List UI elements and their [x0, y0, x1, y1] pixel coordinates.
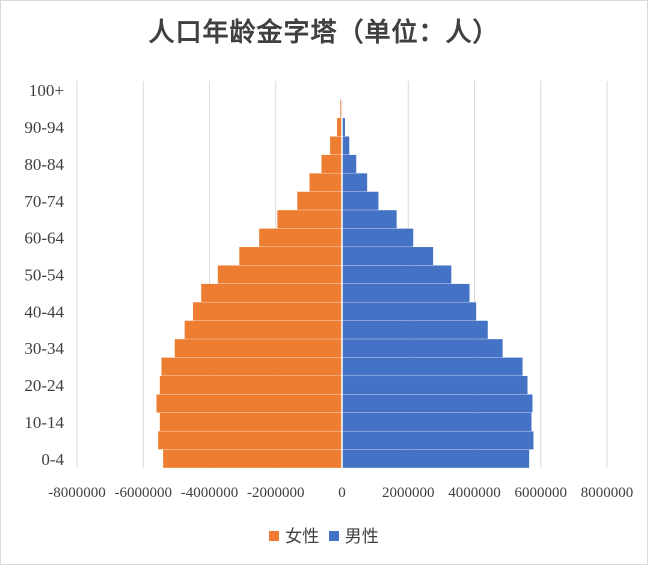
y-tick-label: 10-14: [24, 413, 64, 432]
legend-swatch-female: [269, 530, 280, 541]
female-bar-60-64: [259, 228, 342, 247]
male-bar-5-9: [342, 431, 534, 450]
male-bar-90-94: [342, 118, 345, 137]
male-bar-30-34: [342, 339, 503, 358]
female-bar-95-99: [340, 99, 342, 118]
y-tick-label: 100+: [29, 81, 64, 100]
male-bar-0-4: [342, 449, 530, 468]
female-bar-25-29: [161, 357, 342, 376]
x-tick-label: -4000000: [181, 485, 239, 501]
y-tick-label: 50-54: [24, 266, 64, 285]
male-bar-10-14: [342, 412, 532, 431]
female-bar-65-69: [277, 210, 342, 229]
male-bar-70-74: [342, 191, 379, 210]
male-bar-20-24: [342, 376, 528, 395]
y-tick-label: 30-34: [24, 339, 64, 358]
male-bar-55-59: [342, 247, 434, 266]
x-tick-label: 0: [338, 485, 346, 501]
female-bar-90-94: [337, 118, 342, 137]
female-bar-80-84: [321, 154, 342, 173]
female-bar-5-9: [158, 431, 342, 450]
female-bar-45-49: [201, 283, 342, 302]
y-tick-label: 0-4: [41, 450, 64, 469]
female-bar-85-89: [330, 136, 342, 155]
legend-item-male: 男性: [328, 522, 379, 547]
x-tick-label: -6000000: [115, 485, 173, 501]
male-bar-85-89: [342, 136, 350, 155]
female-bar-40-44: [192, 302, 342, 321]
y-tick-label: 80-84: [24, 155, 64, 174]
legend: 女性 男性: [0, 522, 648, 547]
male-bar-65-69: [342, 210, 397, 229]
legend-item-female: 女性: [269, 522, 319, 547]
y-tick-label: 90-94: [24, 118, 64, 137]
female-bar-30-34: [174, 339, 342, 358]
male-bar-15-19: [342, 394, 533, 413]
y-tick-label: 40-44: [24, 302, 64, 321]
female-bar-35-39: [184, 320, 342, 339]
female-bar-50-54: [217, 265, 342, 284]
x-tick-label: -2000000: [247, 485, 305, 501]
legend-label-female: 女性: [285, 527, 320, 547]
x-tick-label: -8000000: [48, 485, 106, 501]
x-tick-label: 6000000: [515, 485, 568, 501]
male-bar-35-39: [342, 320, 488, 339]
female-bar-20-24: [159, 376, 342, 395]
x-tick-label: 2000000: [382, 485, 435, 501]
female-bar-55-59: [239, 247, 342, 266]
legend-label-male: 男性: [344, 527, 379, 547]
female-bar-15-19: [156, 394, 342, 413]
y-tick-label: 20-24: [24, 376, 64, 395]
female-bar-70-74: [297, 191, 342, 210]
male-bar-75-79: [342, 173, 368, 192]
female-bar-0-4: [163, 449, 342, 468]
chart-title: 人口年龄金字塔（单位：人）: [148, 18, 500, 48]
male-bar-50-54: [342, 265, 452, 284]
male-bar-80-84: [342, 154, 357, 173]
x-tick-label: 8000000: [581, 485, 634, 501]
legend-swatch-male: [328, 530, 339, 541]
male-bar-45-49: [342, 283, 470, 302]
male-bar-40-44: [342, 302, 477, 321]
x-tick-label: 4000000: [448, 485, 501, 501]
female-bar-10-14: [159, 412, 342, 431]
male-bar-25-29: [342, 357, 523, 376]
y-tick-label: 60-64: [24, 229, 64, 248]
male-bar-60-64: [342, 228, 414, 247]
female-bar-75-79: [309, 173, 342, 192]
y-tick-label: 70-74: [24, 192, 64, 211]
